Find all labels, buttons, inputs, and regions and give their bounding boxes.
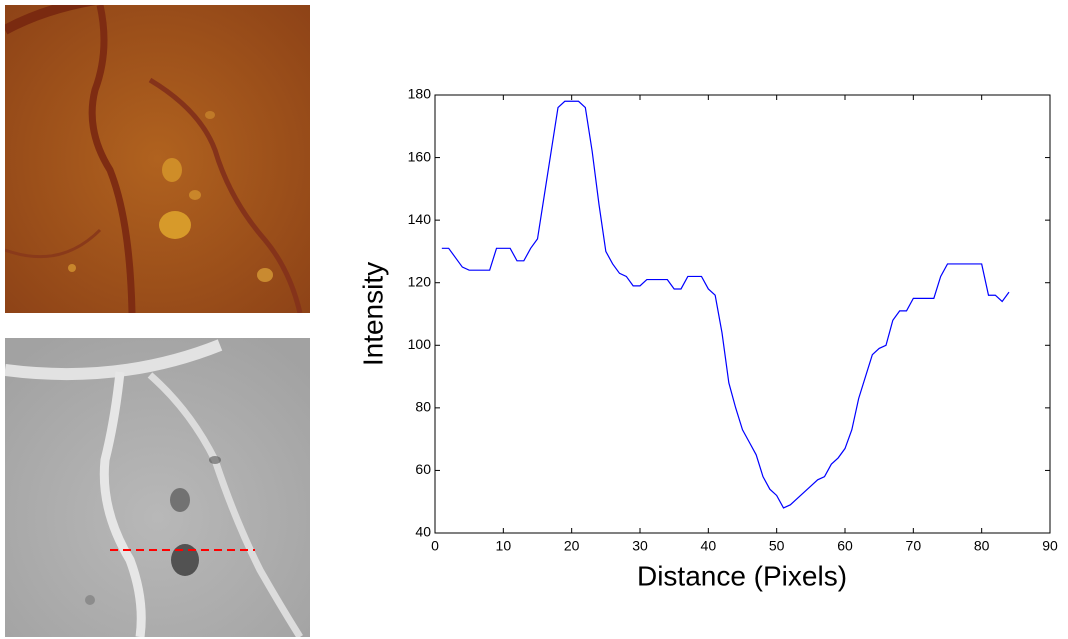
x-tick-label: 0 bbox=[431, 538, 439, 554]
fundus-gray-image bbox=[5, 338, 310, 637]
y-tick-label: 60 bbox=[415, 461, 431, 477]
y-tick-label: 80 bbox=[415, 399, 431, 415]
y-tick-label: 100 bbox=[408, 336, 432, 352]
x-tick-label: 40 bbox=[701, 538, 717, 554]
x-tick-label: 80 bbox=[974, 538, 990, 554]
x-tick-label: 10 bbox=[496, 538, 512, 554]
y-axis-label: Intensity bbox=[357, 262, 388, 366]
fundus-color-image bbox=[5, 5, 310, 313]
y-tick-label: 120 bbox=[408, 273, 432, 289]
plot-frame bbox=[434, 94, 1051, 534]
y-tick-label: 160 bbox=[408, 148, 432, 164]
x-axis-label: Distance (Pixels) bbox=[637, 560, 847, 591]
y-tick-label: 40 bbox=[415, 524, 431, 540]
x-tick-label: 60 bbox=[837, 538, 853, 554]
x-tick-label: 30 bbox=[632, 538, 648, 554]
x-tick-label: 20 bbox=[564, 538, 580, 554]
data-line bbox=[441, 100, 1010, 509]
x-tick-label: 50 bbox=[769, 538, 785, 554]
y-tick-label: 180 bbox=[408, 86, 432, 102]
x-tick-label: 70 bbox=[906, 538, 922, 554]
plot: Distance (Pixels) Intensity 0 10 20 30 40 50 6… bbox=[357, 86, 1058, 592]
y-tick-label: 140 bbox=[408, 211, 432, 227]
x-tick-label: 90 bbox=[1042, 538, 1058, 554]
